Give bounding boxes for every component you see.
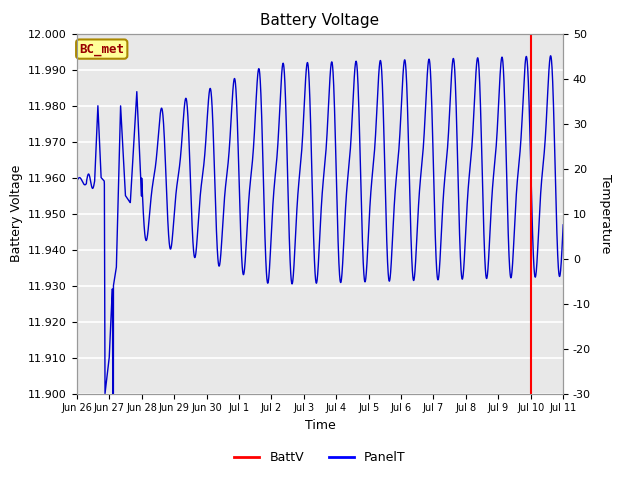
X-axis label: Time: Time — [305, 419, 335, 432]
Text: BC_met: BC_met — [79, 43, 124, 56]
Title: Battery Voltage: Battery Voltage — [260, 13, 380, 28]
Legend: BattV, PanelT: BattV, PanelT — [229, 446, 411, 469]
Y-axis label: Battery Voltage: Battery Voltage — [10, 165, 22, 262]
Y-axis label: Temperature: Temperature — [599, 174, 612, 253]
